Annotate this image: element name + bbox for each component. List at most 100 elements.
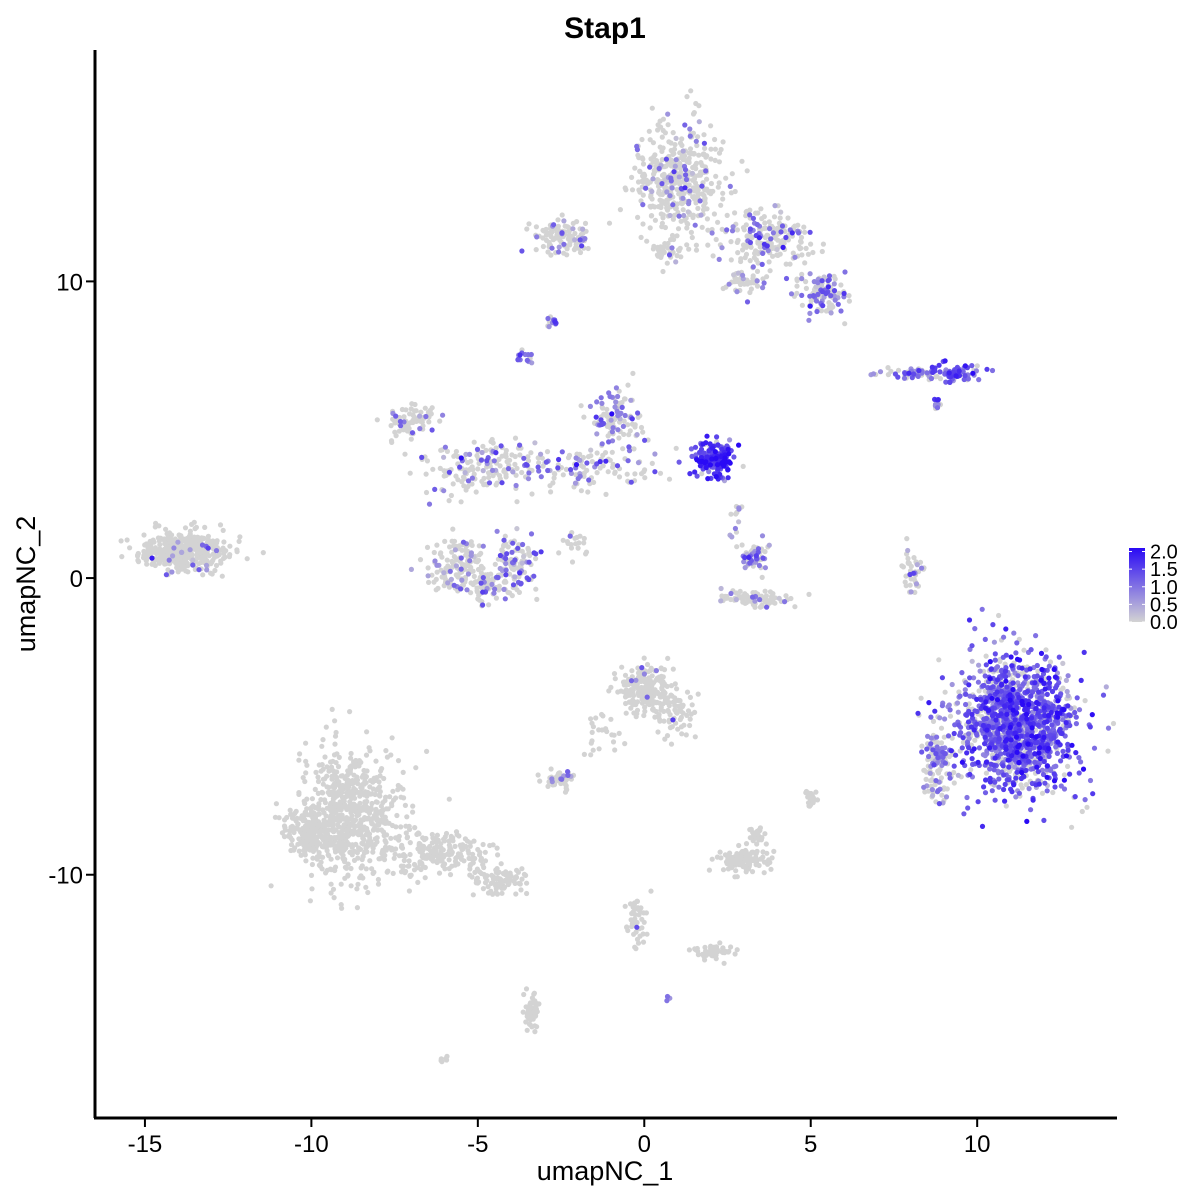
data-point	[925, 733, 931, 739]
data-point	[713, 956, 719, 962]
data-point	[467, 863, 473, 869]
data-point	[633, 677, 639, 683]
data-point	[810, 249, 816, 256]
data-point	[631, 446, 637, 452]
data-point	[729, 534, 735, 540]
data-point	[605, 433, 611, 439]
data-point	[976, 377, 982, 383]
data-point	[373, 758, 379, 764]
data-point	[684, 242, 690, 248]
data-point	[626, 681, 632, 688]
data-point	[885, 372, 892, 378]
data-point	[585, 245, 591, 252]
data-point	[639, 155, 645, 161]
data-point	[543, 237, 550, 243]
data-point	[363, 884, 369, 890]
data-point	[759, 533, 766, 539]
data-point	[705, 242, 711, 248]
data-point	[161, 536, 167, 542]
data-point	[412, 825, 418, 831]
data-point	[531, 990, 538, 996]
data-point	[432, 558, 438, 564]
data-point	[908, 576, 914, 582]
data-point	[458, 566, 464, 572]
data-point	[389, 803, 395, 809]
data-point	[420, 843, 427, 850]
data-point	[754, 268, 761, 274]
data-point	[435, 844, 441, 850]
data-point	[600, 463, 606, 469]
data-point	[728, 596, 734, 603]
data-point	[377, 784, 383, 790]
data-point	[580, 454, 587, 461]
data-point	[468, 590, 474, 596]
data-point	[202, 524, 208, 531]
data-point	[478, 870, 484, 877]
data-point	[640, 161, 647, 167]
data-point	[301, 798, 307, 804]
data-point	[565, 224, 572, 231]
data-point	[606, 220, 613, 226]
data-point	[673, 205, 679, 212]
data-point	[400, 427, 407, 433]
data-point	[656, 188, 662, 194]
data-point	[383, 847, 389, 853]
data-point	[703, 948, 709, 954]
data-point	[453, 572, 459, 578]
data-point	[615, 427, 621, 433]
data-point	[632, 165, 638, 171]
data-point	[468, 553, 474, 559]
data-point	[373, 787, 379, 793]
data-point	[434, 569, 440, 575]
data-point	[570, 226, 576, 232]
data-point	[417, 413, 423, 419]
data-point	[688, 711, 694, 717]
data-point	[805, 790, 811, 797]
data-point	[459, 547, 465, 553]
data-point	[368, 778, 374, 784]
data-point	[776, 595, 782, 601]
data-point	[455, 851, 462, 857]
data-point	[1091, 745, 1098, 751]
data-point	[210, 551, 217, 557]
data-point	[630, 370, 636, 376]
data-point	[662, 690, 668, 696]
data-point	[496, 456, 502, 462]
data-point	[340, 855, 346, 861]
data-point	[479, 449, 485, 456]
data-point	[1060, 685, 1066, 691]
data-point	[941, 734, 947, 740]
data-point	[557, 770, 563, 776]
data-point	[572, 480, 579, 486]
data-point	[464, 838, 471, 844]
data-point	[585, 454, 592, 460]
data-point	[756, 562, 763, 569]
data-point	[561, 241, 567, 247]
data-point	[653, 677, 659, 683]
data-point	[949, 681, 955, 688]
data-point	[453, 563, 459, 569]
data-point	[494, 528, 500, 534]
data-point	[478, 550, 484, 557]
data-point	[540, 243, 547, 250]
data-point	[417, 426, 423, 432]
data-point	[741, 559, 747, 565]
data-point	[564, 539, 571, 545]
data-point	[353, 841, 359, 848]
data-point	[547, 241, 553, 247]
data-point	[309, 861, 315, 868]
data-point	[996, 612, 1002, 619]
data-point	[674, 233, 680, 239]
data-point	[734, 856, 740, 862]
data-point	[662, 130, 669, 136]
data-point	[719, 245, 725, 251]
data-point	[610, 461, 616, 467]
data-point	[260, 550, 266, 556]
data-point	[439, 554, 445, 560]
data-point	[209, 571, 215, 577]
data-point	[585, 489, 591, 495]
data-point	[533, 1003, 539, 1010]
data-point	[407, 470, 413, 476]
data-point	[622, 672, 629, 678]
data-point	[414, 831, 420, 838]
